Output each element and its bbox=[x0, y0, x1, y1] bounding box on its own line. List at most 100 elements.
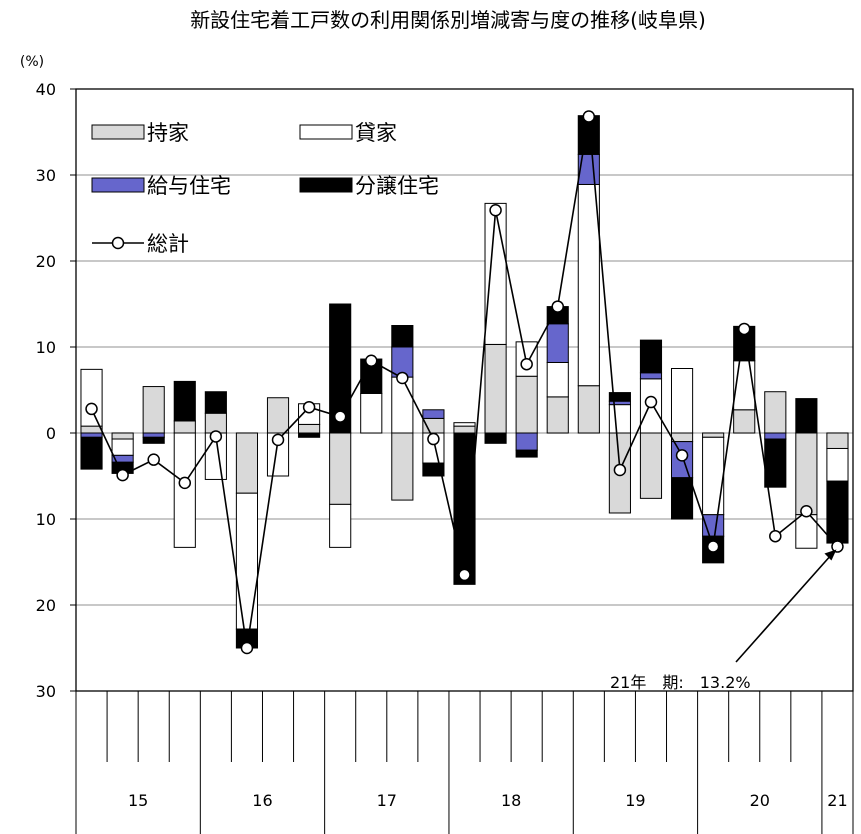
bar-segment-mochiie bbox=[515, 375, 538, 434]
bar-series bbox=[80, 115, 849, 649]
legend-swatch-kashiya bbox=[299, 124, 353, 140]
bar-segment-bunjo bbox=[422, 462, 445, 477]
bar-segment-mochiie bbox=[577, 385, 600, 434]
bar-segment-kyuyo bbox=[764, 432, 787, 440]
x-year-label: 19 bbox=[625, 791, 645, 810]
bar-segment-kashiya bbox=[80, 368, 103, 427]
bar-segment-mochiie bbox=[329, 432, 352, 505]
bar-segment-bunjo bbox=[142, 436, 165, 444]
total-marker bbox=[427, 432, 440, 446]
total-marker bbox=[271, 433, 285, 447]
total-marker bbox=[769, 529, 782, 543]
legend-swatch-kyuyo bbox=[91, 177, 145, 193]
total-line-series bbox=[85, 110, 844, 655]
annotation-arrow-line bbox=[735, 552, 834, 663]
y-tick-label: 40 bbox=[36, 80, 56, 99]
total-marker bbox=[520, 357, 533, 371]
bar-segment-mochiie bbox=[204, 412, 227, 434]
bar-segment-kashiya bbox=[266, 432, 290, 477]
bar-segment-mochiie bbox=[453, 425, 476, 434]
bar-segment-kyuyo bbox=[422, 409, 445, 419]
bar-segment-kashiya bbox=[329, 503, 352, 548]
bar-segment-mochiie bbox=[764, 391, 787, 434]
x-axis-category-table: 15 16 17 18 19 20 21 bbox=[75, 691, 854, 834]
bar-segment-kashiya bbox=[391, 376, 414, 434]
bar-segment-kyuyo bbox=[515, 432, 538, 451]
x-year-label: 15 bbox=[128, 791, 148, 810]
y-tick-label: 20 bbox=[36, 596, 56, 615]
bar-segment-bunjo bbox=[639, 339, 663, 374]
total-marker bbox=[302, 400, 316, 414]
y-tick-label: 0 bbox=[46, 424, 56, 443]
x-year-label: 21 bbox=[827, 791, 847, 810]
total-marker bbox=[831, 540, 844, 553]
bar-segment-kyuyo bbox=[546, 323, 569, 363]
bar-segment-kashiya bbox=[546, 361, 569, 398]
total-marker bbox=[396, 371, 409, 385]
total-marker bbox=[365, 354, 378, 368]
bar-segment-kashiya bbox=[111, 438, 134, 456]
bar-segment-mochiie bbox=[266, 397, 290, 434]
bar-segment-bunjo bbox=[484, 432, 507, 444]
legend-swatch-mochiie bbox=[91, 124, 145, 140]
bar-segment-bunjo bbox=[80, 436, 103, 470]
bar-segment-kashiya bbox=[608, 404, 631, 434]
bar-segment-bunjo bbox=[608, 392, 631, 402]
bar-segment-mochiie bbox=[80, 425, 103, 434]
y-tick-label: 30 bbox=[36, 682, 56, 701]
total-marker bbox=[178, 476, 192, 490]
total-marker bbox=[458, 568, 471, 582]
y-tick-label: 10 bbox=[36, 338, 56, 357]
total-marker bbox=[675, 449, 689, 462]
bar-segment-kyuyo bbox=[142, 432, 165, 438]
plot-area-border bbox=[75, 88, 854, 692]
x-year-label: 20 bbox=[750, 791, 770, 810]
total-marker bbox=[800, 505, 813, 518]
bar-segment-kashiya bbox=[360, 392, 383, 434]
total-marker bbox=[551, 300, 564, 313]
y-tick-label: 20 bbox=[36, 252, 56, 271]
bar-segment-bunjo bbox=[764, 438, 787, 488]
annotation: 21年 期: 13.2% bbox=[610, 549, 837, 692]
bar-segment-mochiie bbox=[733, 409, 756, 434]
bar-segment-kashiya bbox=[826, 447, 849, 482]
y-tick-label: 30 bbox=[36, 166, 56, 185]
bar-segment-kyuyo bbox=[80, 432, 103, 438]
x-year-label: 16 bbox=[252, 791, 272, 810]
bar-segment-mochiie bbox=[173, 420, 196, 434]
legend-label-kyuyo: 給与住宅 bbox=[147, 174, 231, 198]
legend-swatch-total-marker bbox=[111, 236, 125, 250]
bar-segment-mochiie bbox=[235, 432, 259, 494]
bar-segment-mochiie bbox=[702, 432, 725, 438]
bar-segment-kyuyo bbox=[608, 400, 631, 406]
bar-segment-kashiya bbox=[235, 492, 259, 630]
total-marker bbox=[644, 395, 658, 409]
bar-segment-bunjo bbox=[391, 325, 414, 348]
bar-segment-mochiie bbox=[826, 432, 849, 449]
total-marker bbox=[333, 410, 347, 423]
total-marker bbox=[582, 110, 596, 123]
bar-segment-bunjo bbox=[453, 432, 476, 585]
bar-segment-kashiya bbox=[670, 368, 694, 434]
bar-segment-mochiie bbox=[546, 396, 569, 434]
bar-segment-kyuyo bbox=[639, 372, 663, 380]
total-marker bbox=[209, 430, 223, 443]
total-marker bbox=[116, 468, 129, 482]
bar-segment-mochiie bbox=[670, 432, 694, 443]
bar-segment-mochiie bbox=[391, 432, 414, 501]
x-year-label: 17 bbox=[377, 791, 397, 810]
legend-label-kashiya: 貸家 bbox=[355, 121, 397, 145]
bar-segment-bunjo bbox=[515, 449, 538, 458]
bar-segment-bunjo bbox=[670, 477, 694, 520]
legend-swatch-bunjo bbox=[299, 177, 353, 193]
bar-segment-bunjo bbox=[173, 380, 196, 422]
bar-segment-kashiya bbox=[453, 422, 476, 427]
annotation-arrow-head bbox=[824, 549, 837, 561]
bar-segment-mochiie bbox=[298, 423, 321, 434]
bar-segment-mochiie bbox=[484, 343, 507, 434]
bar-segment-bunjo bbox=[795, 398, 818, 434]
bar-segment-bunjo bbox=[204, 391, 227, 414]
y-tick-label: 10 bbox=[36, 510, 56, 529]
total-marker bbox=[613, 463, 627, 477]
